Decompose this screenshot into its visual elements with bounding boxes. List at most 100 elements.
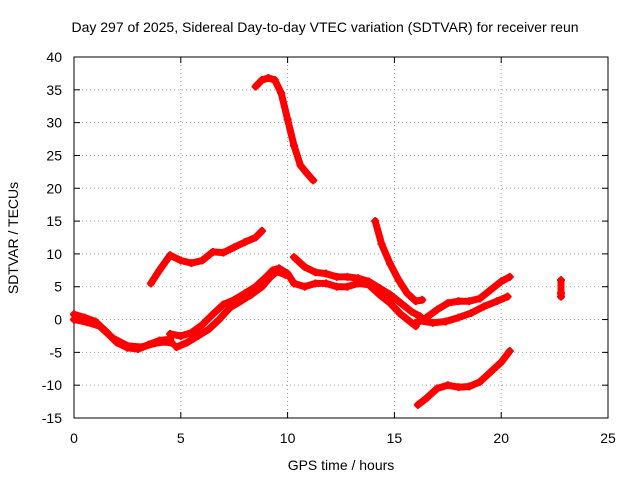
data-point: [300, 282, 309, 291]
data-point: [454, 313, 463, 322]
data-point: [332, 282, 341, 291]
data-point: [443, 299, 452, 308]
data-point: [296, 161, 305, 170]
y-tick-label: 25: [46, 147, 62, 163]
data-point: [475, 294, 484, 303]
data-point: [108, 333, 117, 342]
data-point: [187, 259, 196, 268]
data-point: [322, 269, 331, 278]
data-point: [557, 276, 566, 285]
data-point: [266, 272, 275, 281]
y-tick-label: 35: [46, 82, 62, 98]
y-tick-label: 10: [46, 246, 62, 262]
y-tick-label: 0: [54, 312, 62, 328]
data-point: [82, 318, 91, 327]
data-point: [354, 279, 363, 288]
data-point: [311, 279, 320, 288]
data-point: [172, 343, 181, 352]
data-point: [236, 297, 245, 306]
data-point: [146, 279, 155, 288]
data-point: [300, 263, 309, 272]
data-point: [247, 290, 256, 299]
grid-lines: [74, 57, 608, 418]
data-point: [475, 377, 484, 386]
data-point: [176, 331, 185, 340]
data-point: [208, 247, 217, 256]
data-point: [257, 282, 266, 291]
data-point: [557, 292, 566, 301]
data-point: [309, 176, 318, 185]
data-point: [371, 217, 380, 226]
data-point: [257, 75, 266, 84]
data-point: [497, 358, 506, 367]
data-point: [281, 270, 290, 279]
data-point: [505, 347, 514, 356]
data-point: [332, 272, 341, 281]
data-point: [465, 382, 474, 391]
data-point: [183, 338, 192, 347]
x-axis-label: GPS time / hours: [288, 457, 395, 473]
data-point: [204, 325, 213, 334]
data-point: [155, 266, 164, 275]
data-point: [492, 297, 501, 306]
data-point: [503, 292, 512, 301]
data-point: [364, 280, 373, 289]
data-point: [302, 169, 311, 178]
data-point: [70, 315, 78, 324]
data-point: [396, 310, 405, 319]
y-tick-label: 15: [46, 213, 62, 229]
data-point: [433, 384, 442, 393]
series-arc-3: [166, 264, 298, 340]
data-point: [166, 251, 175, 260]
data-point: [486, 286, 495, 295]
y-tick-label: 20: [46, 180, 62, 196]
data-point: [219, 248, 228, 257]
data-point: [394, 276, 403, 285]
data-point: [441, 317, 450, 326]
y-tick-label: -10: [42, 377, 62, 393]
data-point: [416, 316, 425, 325]
data-point: [396, 299, 405, 308]
axis-ticks: 0 5 10 15 20 25 -15 -10 -5 0 5 10 15 20 25 30 35 40: [42, 49, 616, 446]
data-point: [403, 289, 412, 298]
data-point: [161, 337, 170, 346]
x-tick-label: 5: [177, 430, 185, 446]
x-tick-label: 15: [387, 430, 403, 446]
data-point: [386, 259, 395, 268]
data-point: [251, 233, 260, 242]
data-point: [454, 383, 463, 392]
data-point: [386, 299, 395, 308]
data-point: [290, 141, 299, 150]
series-arc-4: [173, 268, 289, 351]
data-series: [70, 74, 566, 409]
data-point: [343, 282, 352, 291]
data-point: [187, 328, 196, 337]
y-tick-label: -15: [42, 410, 62, 426]
data-point: [208, 310, 217, 319]
series-arc-12: [414, 347, 514, 409]
data-point: [270, 75, 279, 84]
data-point: [225, 303, 234, 312]
data-point: [375, 290, 384, 299]
data-point: [198, 256, 207, 265]
data-point: [422, 394, 431, 403]
data-point: [386, 290, 395, 299]
data-point: [454, 297, 463, 306]
data-point: [443, 381, 452, 390]
data-point: [257, 226, 266, 235]
x-tick-label: 10: [280, 430, 296, 446]
data-point: [283, 115, 292, 124]
data-point: [433, 305, 442, 314]
series-arc-10: [412, 273, 514, 327]
data-point: [176, 256, 185, 265]
data-point: [467, 308, 476, 317]
data-point: [411, 297, 420, 306]
data-point: [290, 253, 299, 262]
data-point: [198, 320, 207, 329]
data-point: [465, 297, 474, 306]
data-point: [166, 329, 175, 338]
data-point: [322, 279, 331, 288]
data-point: [311, 268, 320, 277]
data-point: [95, 322, 104, 331]
